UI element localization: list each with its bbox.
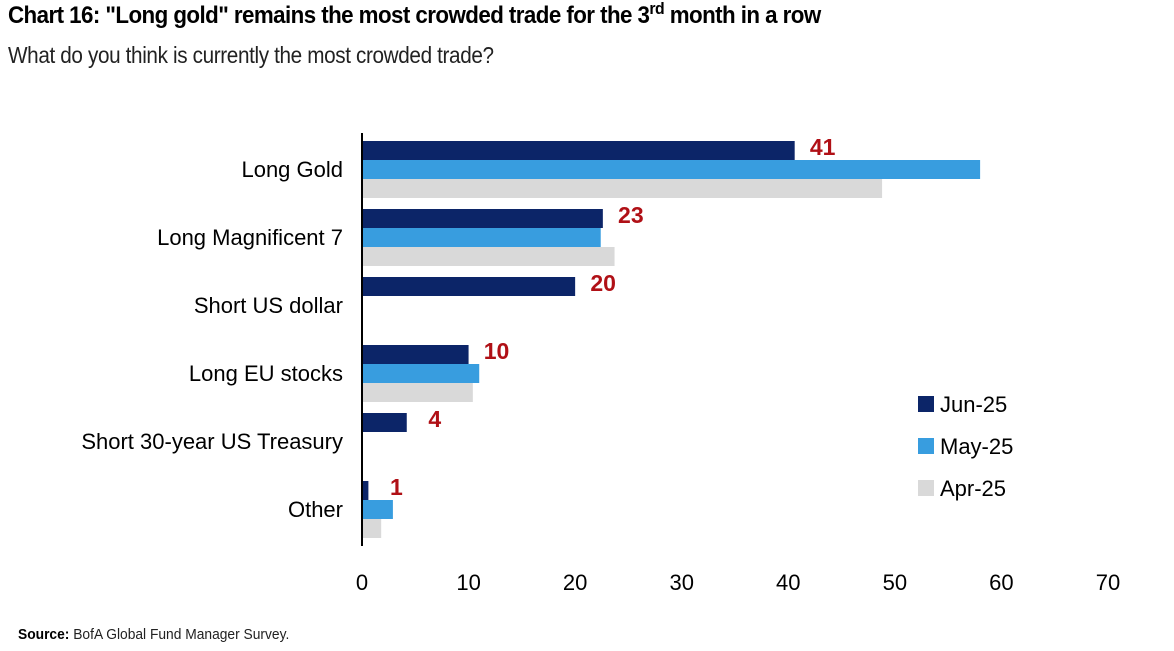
source-label: Source: [18, 626, 70, 643]
legend-label-jun-25: Jun-25 [940, 392, 1007, 417]
bar-long-magnificent-7-apr-25 [362, 247, 615, 266]
legend-swatch-may-25 [918, 438, 934, 454]
category-label: Long Gold [241, 157, 343, 182]
bar-long-gold-jun-25 [362, 141, 795, 160]
x-axis-tick-labels: 0 10 20 30 40 50 60 70 [356, 570, 1120, 595]
bar-long-eu-stocks-apr-25 [362, 383, 473, 402]
x-tick-label: 50 [883, 570, 907, 595]
data-label-short-30-year-us-treasury: 4 [428, 406, 441, 432]
bars-group [362, 141, 981, 538]
legend-swatch-jun-25 [918, 396, 934, 412]
x-tick-label: 10 [456, 570, 480, 595]
bar-other-jun-25 [362, 481, 369, 500]
data-label-short-us-dollar: 20 [590, 270, 616, 296]
x-tick-label: 30 [669, 570, 693, 595]
source-text: BofA Global Fund Manager Survey. [69, 626, 290, 643]
category-label: Short US dollar [194, 293, 343, 318]
chart-title-main: Chart 16: "Long gold" remains the most c… [8, 2, 650, 29]
source-note: Source: BofA Global Fund Manager Survey. [18, 626, 289, 643]
bar-long-magnificent-7-may-25 [362, 228, 601, 247]
category-labels: Long Gold Long Magnificent 7 Short US doll… [81, 157, 343, 522]
bar-short-30-year-us-treasury-jun-25 [362, 413, 407, 432]
category-label: Long Magnificent 7 [157, 225, 343, 250]
x-tick-label: 60 [989, 570, 1013, 595]
legend-label-may-25: May-25 [940, 434, 1013, 459]
x-tick-label: 40 [776, 570, 800, 595]
data-label-other: 1 [390, 474, 403, 500]
category-label: Short 30-year US Treasury [81, 429, 343, 454]
category-label: Other [288, 497, 343, 522]
bar-long-magnificent-7-jun-25 [362, 209, 603, 228]
legend: Jun-25 May-25 Apr-25 [918, 392, 1013, 501]
bar-long-eu-stocks-may-25 [362, 364, 480, 383]
x-tick-label: 0 [356, 570, 368, 595]
bar-long-gold-may-25 [362, 160, 981, 179]
bar-long-gold-apr-25 [362, 179, 883, 198]
data-label-long-eu-stocks: 10 [484, 338, 510, 364]
chart-subtitle: What do you think is currently the most … [8, 42, 494, 68]
x-tick-label: 20 [563, 570, 587, 595]
chart-title-tail: month in a row [664, 2, 821, 29]
chart-title: Chart 16: "Long gold" remains the most c… [8, 0, 821, 30]
bar-other-may-25 [362, 500, 393, 519]
data-label-long-magnificent-7: 23 [618, 202, 644, 228]
chart-title-superscript: rd [649, 0, 665, 18]
legend-swatch-apr-25 [918, 480, 934, 496]
legend-label-apr-25: Apr-25 [940, 476, 1006, 501]
bar-other-apr-25 [362, 519, 382, 538]
category-label: Long EU stocks [189, 361, 343, 386]
x-tick-label: 70 [1096, 570, 1120, 595]
bar-short-us-dollar-jun-25 [362, 277, 576, 296]
bar-long-eu-stocks-jun-25 [362, 345, 469, 364]
data-label-long-gold: 41 [810, 134, 836, 160]
